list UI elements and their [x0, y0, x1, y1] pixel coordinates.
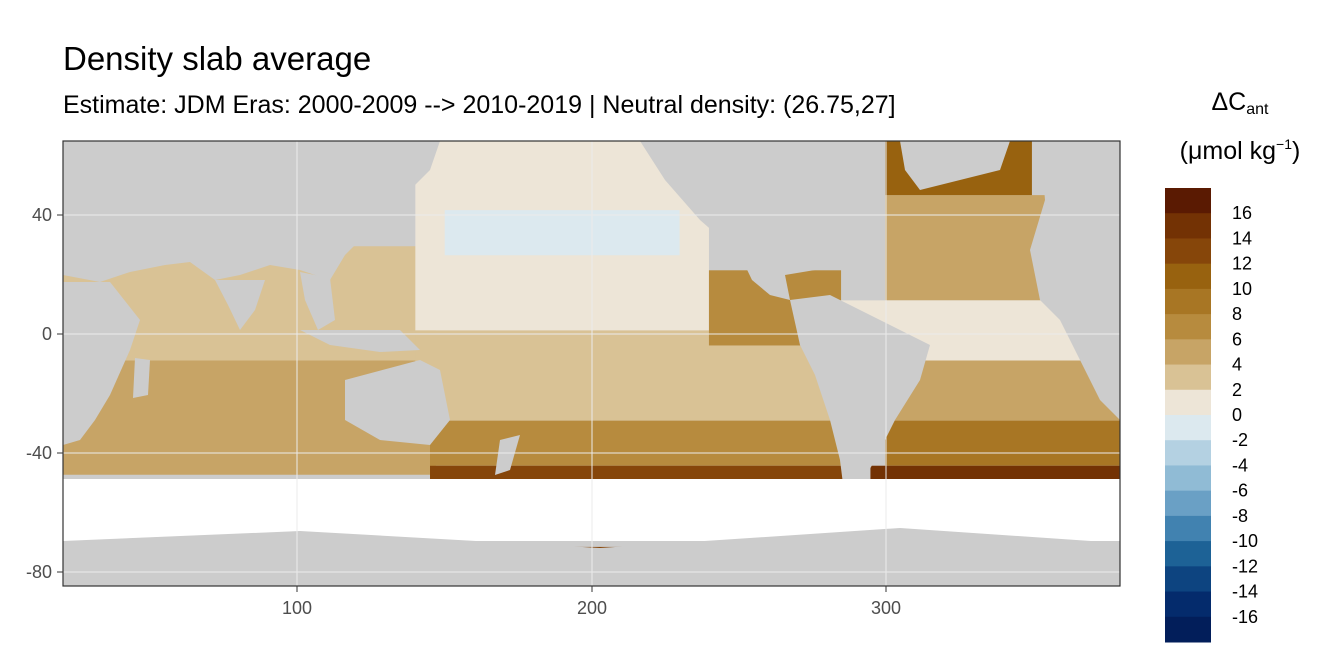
- colorbar-swatch: [1165, 314, 1211, 340]
- x-tick-label: 100: [282, 598, 312, 618]
- land-central-america: [740, 255, 790, 300]
- colorbar-label: 2: [1232, 380, 1242, 400]
- x-tick-label: 200: [577, 598, 607, 618]
- colorbar-swatch: [1165, 566, 1211, 593]
- data-region: [870, 465, 1120, 481]
- land-greenland: [900, 141, 1010, 190]
- colorbar-label: -4: [1232, 455, 1248, 475]
- colorbar-swatch: [1165, 339, 1211, 366]
- colorbar-label: 0: [1232, 405, 1242, 425]
- grid-lines: [63, 141, 1120, 586]
- colorbar-label: 16: [1232, 203, 1252, 223]
- colorbar-swatch: [1165, 591, 1211, 618]
- colorbar-swatch: [1165, 188, 1211, 214]
- chart-title: Density slab average: [63, 40, 372, 77]
- y-tick-label: 0: [42, 324, 52, 344]
- colorbar-label: 8: [1232, 304, 1242, 324]
- land-africa: [63, 282, 140, 445]
- colorbar-swatch: [1165, 616, 1211, 643]
- legend-unit-suffix: ): [1292, 137, 1301, 165]
- colorbar-labels: 16 14 12 10 8 6 4 2 0 -2 -4 -6 -8 -10 -12 -14 -16: [1232, 203, 1258, 627]
- y-tick-label: -40: [26, 443, 52, 463]
- colorbar-label: -14: [1232, 582, 1258, 602]
- land-europe-africa-east: [1030, 141, 1120, 420]
- x-tick-label: 300: [871, 598, 901, 618]
- land-layer: [63, 141, 1120, 500]
- colorbar-label: -2: [1232, 430, 1248, 450]
- colorbar-swatch: [1165, 541, 1211, 567]
- land-indochina: [300, 272, 335, 330]
- data-region: [885, 360, 1120, 421]
- colorbar: [1165, 188, 1211, 643]
- colorbar-label: 14: [1232, 228, 1252, 248]
- land-madagascar: [133, 358, 150, 398]
- data-region: [885, 420, 1120, 466]
- data-region: [444, 210, 680, 256]
- legend-title-symbol: ΔCant: [1160, 88, 1320, 119]
- land-india: [215, 280, 265, 330]
- legend-unit-sup: −1: [1276, 136, 1292, 152]
- colorbar-label: 10: [1232, 279, 1252, 299]
- land-new-zealand: [495, 435, 520, 475]
- legend-symbol: ΔC: [1211, 88, 1247, 116]
- colorbar-swatch: [1165, 263, 1211, 290]
- colorbar-label: 12: [1232, 254, 1252, 274]
- colorbar-label: -12: [1232, 556, 1258, 576]
- colorbar-swatch: [1165, 515, 1211, 542]
- colorbar-swatch: [1165, 238, 1211, 265]
- land-north-america: [640, 141, 880, 285]
- land-south-america: [790, 295, 930, 500]
- colorbar-label: -6: [1232, 481, 1248, 501]
- chart-subtitle: Estimate: JDM Eras: 2000-2009 --> 2010-2…: [63, 91, 896, 119]
- land-eurasia-north: [63, 141, 440, 282]
- colorbar-swatch: [1165, 288, 1211, 315]
- legend-unit-prefix: (μmol kg: [1179, 137, 1277, 165]
- data-region: [415, 330, 856, 421]
- colorbar-swatch: [1165, 465, 1211, 492]
- land-australia: [345, 360, 450, 445]
- colorbar-swatch: [1165, 440, 1211, 466]
- y-axis: 40 0 -40 -80: [26, 205, 63, 582]
- legend-title-unit: (μmol kg−1): [1160, 136, 1320, 166]
- land-indonesia: [300, 330, 420, 352]
- colorbar-label: -10: [1232, 531, 1258, 551]
- colorbar-swatch: [1165, 415, 1211, 441]
- colorbar-swatch: [1165, 389, 1211, 416]
- x-axis: 100 200 300: [282, 586, 901, 618]
- colorbar-label: 4: [1232, 355, 1242, 375]
- colorbar-label: -16: [1232, 607, 1258, 627]
- y-tick-label: -80: [26, 562, 52, 582]
- colorbar-label: -8: [1232, 506, 1248, 526]
- legend-subscript: ant: [1246, 101, 1269, 118]
- map-panel: [62, 140, 1121, 587]
- data-region: [430, 420, 856, 466]
- colorbar-swatch: [1165, 490, 1211, 517]
- colorbar-label: 6: [1232, 329, 1242, 349]
- colorbar-swatch: [1165, 364, 1211, 391]
- colorbar-swatch: [1165, 213, 1211, 239]
- y-tick-label: 40: [32, 205, 52, 225]
